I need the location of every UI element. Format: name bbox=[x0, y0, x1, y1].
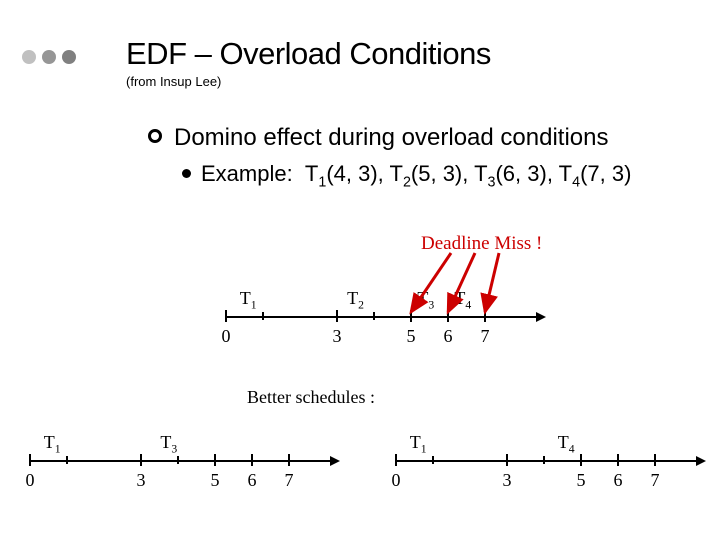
tick-label: 0 bbox=[26, 470, 35, 491]
right-timeline: 03567T1T4 bbox=[396, 460, 696, 520]
tick-label: 3 bbox=[137, 470, 146, 491]
dot-bullet-icon bbox=[182, 169, 191, 178]
example-text: Example: T1(4, 3), T2(5, 3), T3(6, 3), T… bbox=[201, 159, 631, 192]
bullet-item: Domino effect during overload conditions bbox=[148, 123, 690, 153]
task-label: T4 bbox=[558, 432, 575, 456]
tick-label: 0 bbox=[222, 326, 231, 347]
sub-bullet-item: Example: T1(4, 3), T2(5, 3), T3(6, 3), T… bbox=[182, 159, 690, 192]
task-label: T2 bbox=[347, 288, 364, 312]
tick-label: 6 bbox=[444, 326, 453, 347]
task-label: T1 bbox=[410, 432, 427, 456]
ring-bullet-icon bbox=[148, 129, 162, 143]
title-block: EDF – Overload Conditions (from Insup Le… bbox=[126, 36, 690, 89]
better-schedules-label: Better schedules : bbox=[247, 387, 375, 408]
tick-label: 5 bbox=[577, 470, 586, 491]
decorative-dots bbox=[22, 50, 76, 64]
task-label: T4 bbox=[454, 288, 471, 312]
task-label: T1 bbox=[240, 288, 257, 312]
tick-label: 6 bbox=[248, 470, 257, 491]
slide: EDF – Overload Conditions (from Insup Le… bbox=[0, 0, 720, 540]
slide-body: Domino effect during overload conditions… bbox=[148, 123, 690, 192]
task-label: T1 bbox=[44, 432, 61, 456]
bullet-text: Domino effect during overload conditions bbox=[174, 123, 608, 153]
dot-icon bbox=[62, 50, 76, 64]
tick-label: 5 bbox=[211, 470, 220, 491]
tick-label: 7 bbox=[481, 326, 490, 347]
tick-label: 3 bbox=[503, 470, 512, 491]
main-timeline: 03567T1T2T3T4 bbox=[226, 316, 536, 376]
dot-icon bbox=[22, 50, 36, 64]
tick-label: 3 bbox=[333, 326, 342, 347]
left-timeline: 03567T1T3 bbox=[30, 460, 330, 520]
dot-icon bbox=[42, 50, 56, 64]
slide-subtitle: (from Insup Lee) bbox=[126, 74, 690, 89]
task-label: T3 bbox=[417, 288, 434, 312]
tick-label: 7 bbox=[285, 470, 294, 491]
tick-label: 0 bbox=[392, 470, 401, 491]
tick-label: 6 bbox=[614, 470, 623, 491]
slide-title: EDF – Overload Conditions bbox=[126, 36, 690, 72]
deadline-miss-label: Deadline Miss ! bbox=[421, 233, 542, 255]
tick-label: 7 bbox=[651, 470, 660, 491]
tick-label: 5 bbox=[407, 326, 416, 347]
task-label: T3 bbox=[160, 432, 177, 456]
